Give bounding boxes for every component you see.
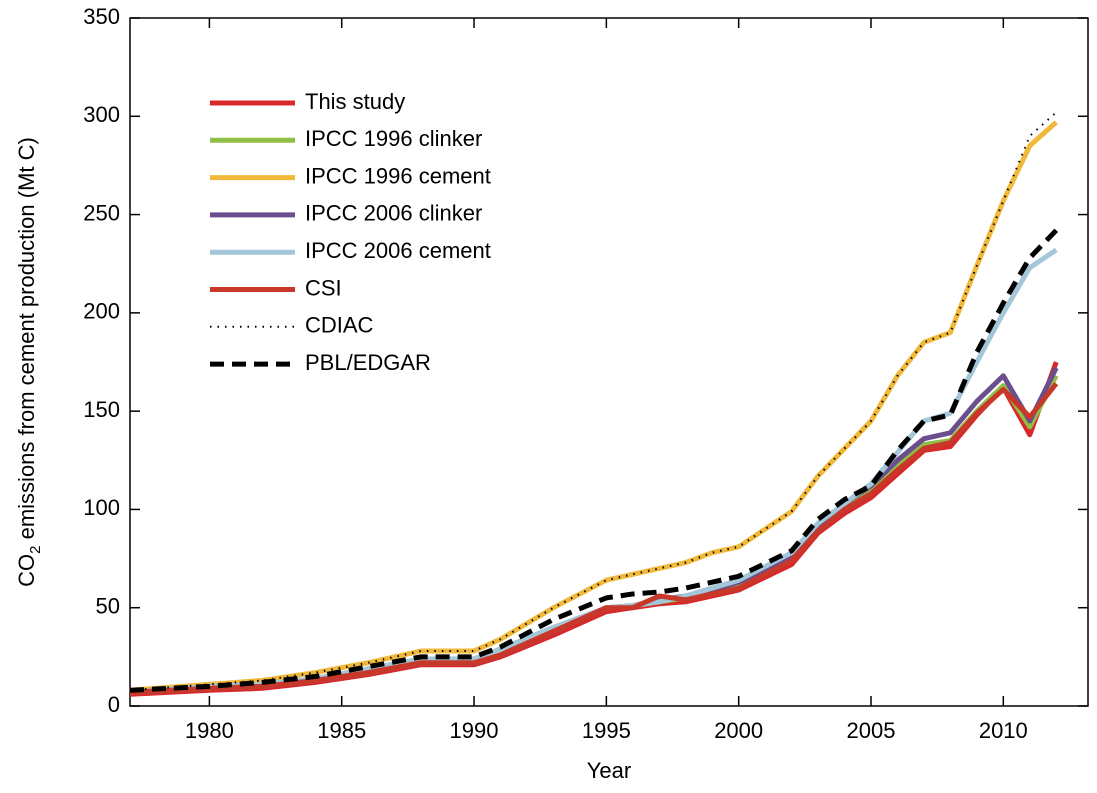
x-tick-label: 1985 xyxy=(317,718,366,743)
y-tick-label: 250 xyxy=(83,200,120,225)
y-tick-label: 300 xyxy=(83,102,120,127)
y-tick-label: 100 xyxy=(83,495,120,520)
series-line xyxy=(129,247,1058,695)
series-line xyxy=(129,111,1057,692)
legend-label: IPCC 1996 cement xyxy=(305,163,491,188)
series-line xyxy=(129,120,1058,693)
y-tick-label: 200 xyxy=(83,299,120,324)
y-tick-label: 0 xyxy=(108,692,120,717)
series-line xyxy=(129,228,1059,693)
legend-label: IPCC 2006 cement xyxy=(305,238,491,263)
y-label-prefix: CO xyxy=(14,554,39,587)
legend-label: This study xyxy=(305,89,405,114)
y-tick-label: 50 xyxy=(96,594,120,619)
y-axis-label: CO2 emissions from cement production (Mt… xyxy=(14,137,44,587)
legend-label: CDIAC xyxy=(305,313,374,338)
y-label-suffix: emissions from cement production (Mt C) xyxy=(14,137,39,545)
legend-label: IPCC 2006 clinker xyxy=(305,201,482,226)
y-tick-label: 150 xyxy=(83,397,120,422)
series-line xyxy=(129,361,1059,697)
x-tick-label: 1990 xyxy=(450,718,499,743)
x-tick-label: 2010 xyxy=(979,718,1028,743)
x-tick-label: 1995 xyxy=(582,718,631,743)
legend-label: IPCC 1996 clinker xyxy=(305,126,482,151)
x-axis-label: Year xyxy=(587,758,631,783)
plot-frame xyxy=(129,17,1089,707)
legend-label: PBL/EDGAR xyxy=(305,350,431,375)
series-line xyxy=(129,374,1059,695)
legend-label: CSI xyxy=(305,275,342,300)
x-tick-label: 2000 xyxy=(714,718,763,743)
series-line xyxy=(129,382,1059,695)
series-line xyxy=(129,366,1059,695)
y-tick-label: 350 xyxy=(83,4,120,29)
y-label-subscript: 2 xyxy=(27,546,44,554)
x-tick-label: 1980 xyxy=(185,718,234,743)
x-tick-label: 2005 xyxy=(847,718,896,743)
